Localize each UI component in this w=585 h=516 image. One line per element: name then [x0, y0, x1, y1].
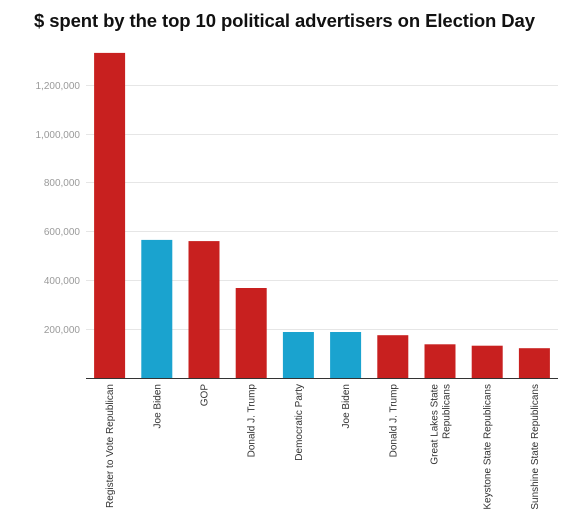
- bars: [94, 52, 550, 379]
- x-category-label: Donald J. Trump: [247, 384, 258, 458]
- x-category-label: Great Lakes StateRepublicans: [430, 384, 453, 465]
- bar: [282, 332, 314, 378]
- y-tick-label: 800,000: [44, 178, 81, 189]
- x-category-label: GOP: [200, 384, 211, 407]
- y-tick-label: 1,200,000: [36, 81, 81, 92]
- y-tick-label: 600,000: [44, 227, 81, 238]
- bar: [471, 345, 503, 378]
- gridlines: [86, 85, 558, 330]
- x-category-label: Democratic Party: [294, 384, 305, 461]
- x-category-label: Keystone State Republicans: [483, 384, 494, 510]
- bar: [518, 348, 550, 378]
- bar: [424, 344, 456, 378]
- x-category-label: Donald J. Trump: [388, 384, 399, 458]
- bar: [141, 239, 173, 378]
- x-category-label: Sunshine State Republicans: [530, 384, 541, 510]
- x-category-label: Register to Vote Republican: [105, 384, 116, 508]
- y-axis-tick-labels: 200,000 400,000 600,000 800,000 1,000,000 1,2…: [36, 81, 81, 336]
- x-category-label: Joe Biden: [152, 384, 163, 428]
- bar: [188, 241, 220, 378]
- y-tick-label: 200,000: [44, 325, 81, 336]
- bar: [377, 335, 409, 378]
- x-axis-category-labels: Register to Vote Republican Joe Biden GOP D…: [105, 384, 541, 510]
- bar: [235, 288, 267, 378]
- y-tick-label: 400,000: [44, 276, 81, 287]
- bar: [94, 52, 126, 379]
- x-category-label: Joe Biden: [341, 384, 352, 428]
- bar: [330, 332, 362, 378]
- chart-title: $ spent by the top 10 political advertis…: [34, 10, 535, 31]
- y-tick-label: 1,000,000: [36, 130, 81, 141]
